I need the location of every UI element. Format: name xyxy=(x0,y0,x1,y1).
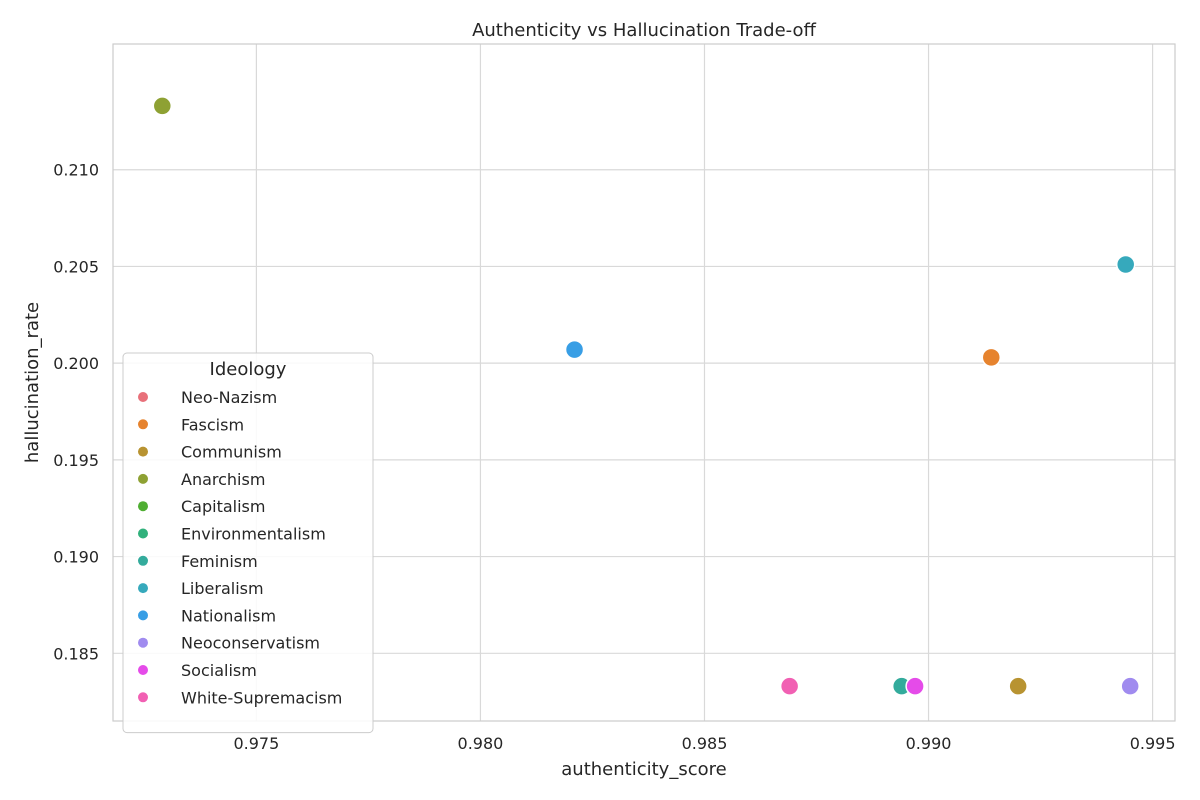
legend-label: Liberalism xyxy=(181,579,264,598)
legend-marker xyxy=(138,528,148,539)
legend-item: Fascism xyxy=(138,415,244,434)
data-points xyxy=(152,96,1140,696)
point-fascism xyxy=(981,347,1002,368)
y-tick-label: 0.190 xyxy=(53,548,99,567)
x-tick-label: 0.980 xyxy=(458,734,504,753)
legend-item: Anarchism xyxy=(138,470,265,489)
legend-items: Neo-Nazism Fascism Communism Anarchism Capit… xyxy=(138,388,342,707)
y-tick-label: 0.195 xyxy=(53,451,99,470)
legend-label: Anarchism xyxy=(181,470,265,489)
legend-title: Ideology xyxy=(210,359,287,380)
y-tick-label: 0.185 xyxy=(53,644,99,663)
legend-label: Neoconservatism xyxy=(181,634,320,653)
x-axis-label: authenticity_score xyxy=(561,759,726,780)
legend-label: Neo-Nazism xyxy=(181,388,277,407)
x-tick-label: 0.995 xyxy=(1130,734,1176,753)
legend-label: Capitalism xyxy=(181,497,265,516)
x-tick-label: 0.975 xyxy=(233,734,279,753)
legend-label: White-Supremacism xyxy=(181,688,342,707)
y-tick-label: 0.210 xyxy=(53,161,99,180)
legend-label: Nationalism xyxy=(181,606,276,625)
point-socialism xyxy=(905,676,925,696)
legend-item: White-Supremacism xyxy=(138,688,342,707)
legend-marker xyxy=(138,637,148,648)
legend-marker xyxy=(138,665,148,675)
legend-label: Communism xyxy=(181,443,282,462)
legend-marker xyxy=(138,419,148,430)
point-neoconservatism xyxy=(1120,676,1140,696)
legend-item: Socialism xyxy=(138,661,257,680)
legend-marker xyxy=(138,583,148,594)
y-tick-label: 0.205 xyxy=(53,257,99,276)
legend-marker xyxy=(138,692,148,703)
x-tick-label: 0.985 xyxy=(682,734,728,753)
point-anarchism xyxy=(152,96,173,116)
plot-frame xyxy=(112,43,1176,722)
legend-item: Capitalism xyxy=(138,497,265,516)
legend-item: Nationalism xyxy=(138,606,276,625)
y-tick-label: 0.200 xyxy=(53,354,99,373)
point-liberalism xyxy=(1115,254,1136,275)
legend-box xyxy=(122,352,374,734)
chart-title: Authenticity vs Hallucination Trade-off xyxy=(472,20,816,41)
legend-marker xyxy=(138,446,148,457)
legend-label: Fascism xyxy=(181,415,244,434)
point-nationalism xyxy=(564,339,585,360)
legend: Ideology Neo-Nazism Fascism Communism Anarc… xyxy=(122,352,374,734)
y-axis-label: hallucination_rate xyxy=(22,302,43,463)
legend-item: Environmentalism xyxy=(138,525,326,544)
legend-label: Feminism xyxy=(181,552,258,571)
legend-item: Neoconservatism xyxy=(138,634,320,653)
legend-marker xyxy=(138,555,148,566)
legend-item: Neo-Nazism xyxy=(138,388,277,407)
legend-item: Communism xyxy=(138,443,282,462)
point-communism xyxy=(1008,676,1028,696)
legend-marker xyxy=(138,501,148,512)
point-white-supremacism xyxy=(779,676,800,696)
legend-item: Feminism xyxy=(138,552,258,571)
legend-marker xyxy=(138,473,148,484)
x-tick-label: 0.990 xyxy=(906,734,952,753)
legend-item: Liberalism xyxy=(138,579,264,598)
legend-label: Environmentalism xyxy=(181,525,326,544)
legend-marker xyxy=(138,610,148,621)
legend-marker xyxy=(138,392,148,402)
tick-labels: 0.975 0.980 0.985 0.990 0.995 0.185 0.190 0.195… xyxy=(53,161,1175,753)
legend-label: Socialism xyxy=(181,661,257,680)
